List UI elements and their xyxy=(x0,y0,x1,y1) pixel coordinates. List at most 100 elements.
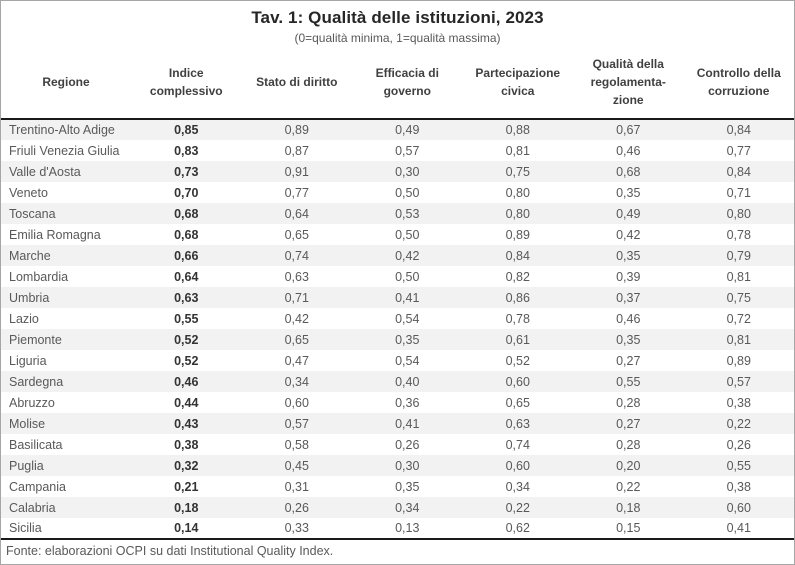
region-cell: Calabria xyxy=(9,500,56,515)
value-cell: 0,86 xyxy=(505,290,530,305)
value-cell: 0,31 xyxy=(284,479,309,494)
region-cell: Basilicata xyxy=(9,437,63,452)
table-row: Basilicata 0,38 0,58 0,26 0,74 0,28 0,26 xyxy=(1,434,794,455)
value-cell: 0,57 xyxy=(395,143,420,158)
value-cell: 0,41 xyxy=(395,416,420,431)
table-body: Trentino-Alto Adige 0,85 0,89 0,49 0,88 0,67 0… xyxy=(1,119,794,540)
value-cell: 0,30 xyxy=(395,164,420,179)
column-header-6: Controllo della corruzione xyxy=(683,46,794,120)
value-cell: 0,22 xyxy=(616,479,641,494)
value-cell: 0,63 xyxy=(174,290,199,305)
value-cell: 0,32 xyxy=(174,458,199,473)
value-cell: 0,52 xyxy=(174,332,199,347)
column-header-4: Partecipazione civica xyxy=(462,46,573,120)
value-cell: 0,44 xyxy=(174,395,199,410)
value-cell: 0,80 xyxy=(505,185,530,200)
column-header-0: Regione xyxy=(1,46,131,120)
value-cell: 0,75 xyxy=(505,164,530,179)
value-cell: 0,71 xyxy=(726,185,751,200)
region-cell: Campania xyxy=(9,479,66,494)
value-cell: 0,38 xyxy=(726,395,751,410)
table-row: Sardegna 0,46 0,34 0,40 0,60 0,55 0,57 xyxy=(1,371,794,392)
value-cell: 0,50 xyxy=(395,227,420,242)
value-cell: 0,87 xyxy=(284,143,309,158)
table-title: Tav. 1: Qualità delle istituzioni, 2023 xyxy=(251,8,544,27)
value-cell: 0,43 xyxy=(174,416,199,431)
value-cell: 0,30 xyxy=(395,458,420,473)
value-cell: 0,74 xyxy=(284,248,309,263)
value-cell: 0,27 xyxy=(616,416,641,431)
value-cell: 0,75 xyxy=(726,290,751,305)
value-cell: 0,53 xyxy=(395,206,420,221)
value-cell: 0,27 xyxy=(616,353,641,368)
value-cell: 0,22 xyxy=(505,500,530,515)
value-cell: 0,50 xyxy=(395,269,420,284)
value-cell: 0,62 xyxy=(462,518,573,540)
value-cell: 0,35 xyxy=(616,248,641,263)
value-cell: 0,26 xyxy=(726,437,751,452)
source-note: Fonte: elaborazioni OCPI su dati Institu… xyxy=(6,544,334,558)
value-cell: 0,63 xyxy=(284,269,309,284)
value-cell: 0,36 xyxy=(395,395,420,410)
table-row: Calabria 0,18 0,26 0,34 0,22 0,18 0,60 xyxy=(1,497,794,518)
value-cell: 0,47 xyxy=(284,353,309,368)
value-cell: 0,34 xyxy=(284,374,309,389)
value-cell: 0,52 xyxy=(505,353,530,368)
region-cell: Toscana xyxy=(9,206,56,221)
value-cell: 0,81 xyxy=(726,332,751,347)
value-cell: 0,64 xyxy=(284,206,309,221)
value-cell: 0,71 xyxy=(284,290,309,305)
value-cell: 0,72 xyxy=(726,311,751,326)
value-cell: 0,50 xyxy=(395,185,420,200)
value-cell: 0,18 xyxy=(174,500,199,515)
value-cell: 0,28 xyxy=(616,437,641,452)
value-cell: 0,60 xyxy=(284,395,309,410)
column-header-2: Stato di diritto xyxy=(241,46,352,120)
column-header-5: Qualità della regolamenta- zione xyxy=(573,46,684,120)
value-cell: 0,46 xyxy=(616,143,641,158)
region-cell: Puglia xyxy=(9,458,44,473)
table-row: Molise 0,43 0,57 0,41 0,63 0,27 0,22 xyxy=(1,413,794,434)
value-cell: 0,78 xyxy=(505,311,530,326)
value-cell: 0,28 xyxy=(616,395,641,410)
region-cell: Liguria xyxy=(9,353,47,368)
region-cell: Friuli Venezia Giulia xyxy=(9,143,120,158)
value-cell: 0,67 xyxy=(616,123,641,137)
value-cell: 0,89 xyxy=(284,123,309,137)
region-cell: Umbria xyxy=(9,290,50,305)
value-cell: 0,58 xyxy=(284,437,309,452)
value-cell: 0,39 xyxy=(616,269,641,284)
value-cell: 0,21 xyxy=(174,479,199,494)
region-cell: Veneto xyxy=(9,185,48,200)
data-table: Regione Indice complessivo Stato di diritt… xyxy=(1,46,794,540)
table-row: Marche 0,66 0,74 0,42 0,84 0,35 0,79 xyxy=(1,245,794,266)
value-cell: 0,46 xyxy=(616,311,641,326)
region-cell: Valle d'Aosta xyxy=(9,164,81,179)
value-cell: 0,18 xyxy=(616,500,641,515)
value-cell: 0,49 xyxy=(616,206,641,221)
value-cell: 0,42 xyxy=(616,227,641,242)
value-cell: 0,42 xyxy=(395,248,420,263)
table-row: Umbria 0,63 0,71 0,41 0,86 0,37 0,75 xyxy=(1,287,794,308)
region-cell: Emilia Romagna xyxy=(9,227,101,242)
value-cell: 0,78 xyxy=(726,227,751,242)
table-row: Campania 0,21 0,31 0,35 0,34 0,22 0,38 xyxy=(1,476,794,497)
table-subtitle: (0=qualità minima, 1=qualità massima) xyxy=(294,31,501,45)
value-cell: 0,41 xyxy=(683,518,794,540)
value-cell: 0,35 xyxy=(395,479,420,494)
value-cell: 0,35 xyxy=(616,185,641,200)
value-cell: 0,26 xyxy=(284,500,309,515)
table-row: Lombardia 0,64 0,63 0,50 0,82 0,39 0,81 xyxy=(1,266,794,287)
value-cell: 0,60 xyxy=(505,458,530,473)
value-cell: 0,34 xyxy=(505,479,530,494)
value-cell: 0,55 xyxy=(726,458,751,473)
value-cell: 0,77 xyxy=(284,185,309,200)
value-cell: 0,61 xyxy=(505,332,530,347)
value-cell: 0,55 xyxy=(616,374,641,389)
value-cell: 0,68 xyxy=(174,206,199,221)
value-cell: 0,65 xyxy=(505,395,530,410)
value-cell: 0,14 xyxy=(131,518,242,540)
value-cell: 0,81 xyxy=(505,143,530,158)
value-cell: 0,84 xyxy=(726,123,751,137)
value-cell: 0,34 xyxy=(395,500,420,515)
